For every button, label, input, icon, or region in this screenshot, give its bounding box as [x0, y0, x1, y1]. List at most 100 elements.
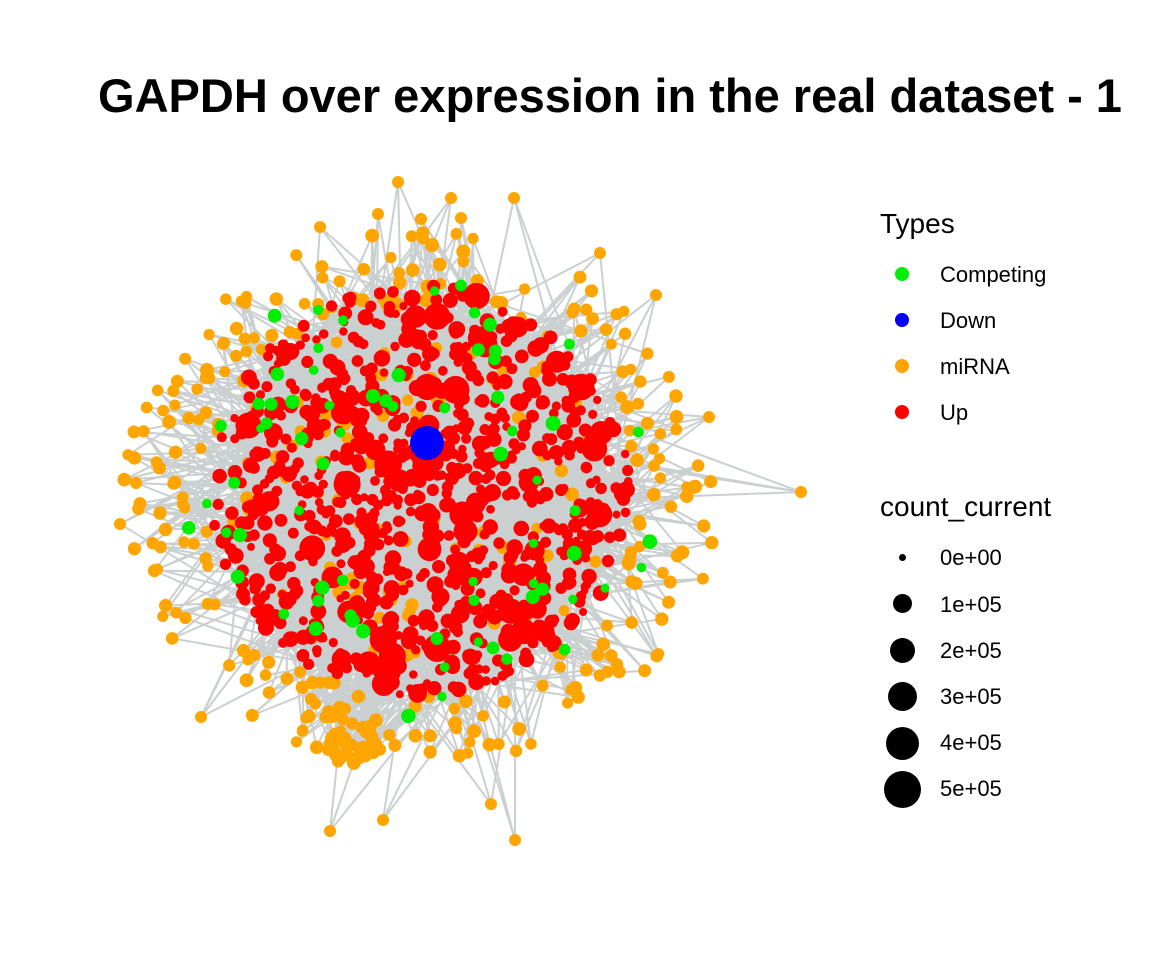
- node-comp: [493, 446, 509, 462]
- node-up: [352, 475, 361, 484]
- node-up: [527, 531, 539, 543]
- node-mirna: [158, 522, 173, 537]
- node-up: [595, 482, 607, 495]
- node-up: [509, 585, 520, 596]
- node-up: [343, 513, 355, 525]
- node-mirna: [178, 536, 190, 548]
- node-up: [212, 498, 224, 510]
- node-up: [420, 360, 431, 371]
- node-up: [409, 670, 418, 679]
- node-up: [610, 483, 620, 492]
- node-mirna: [622, 552, 637, 567]
- node-up: [407, 352, 422, 367]
- node-mirna: [497, 695, 511, 709]
- node-mirna: [662, 370, 675, 383]
- node-up: [572, 536, 581, 546]
- node-up: [401, 321, 416, 337]
- node-mirna: [154, 540, 167, 554]
- node-up: [492, 654, 505, 667]
- node-up: [350, 454, 365, 469]
- node-up: [407, 472, 418, 483]
- node-up: [616, 492, 631, 506]
- node-comp: [278, 608, 290, 620]
- node-comp: [313, 304, 324, 315]
- node-comp: [501, 653, 513, 665]
- node-mirna: [618, 327, 632, 340]
- node-up: [369, 626, 397, 654]
- node-up: [290, 384, 300, 395]
- node-up: [426, 483, 439, 497]
- node-mirna: [351, 689, 366, 704]
- node-up: [559, 483, 569, 493]
- node-up: [350, 437, 362, 450]
- node-up: [227, 465, 243, 480]
- node-up: [336, 594, 345, 603]
- node-mirna: [554, 661, 566, 673]
- node-mirna: [580, 303, 593, 316]
- node-up: [483, 425, 493, 436]
- node-up: [444, 575, 457, 588]
- node-mirna: [623, 424, 636, 437]
- node-mirna: [127, 425, 141, 439]
- node-mirna: [630, 453, 644, 467]
- node-up: [449, 342, 460, 353]
- node-mirna: [346, 717, 359, 730]
- size-key-0: [899, 554, 906, 561]
- node-up: [496, 407, 508, 419]
- node-mirna: [459, 694, 473, 708]
- node-up: [622, 464, 634, 477]
- node-up: [482, 519, 498, 535]
- node-up: [518, 468, 532, 483]
- node-mirna: [554, 464, 569, 478]
- node-mirna: [405, 230, 418, 243]
- node-up: [488, 560, 498, 571]
- node-up: [347, 331, 360, 344]
- node-mirna: [605, 338, 617, 350]
- node-up: [216, 432, 227, 443]
- node-mirna: [356, 740, 369, 754]
- node-up: [314, 498, 324, 507]
- node-mirna: [393, 267, 406, 279]
- node-up: [471, 510, 484, 523]
- node-mirna: [238, 332, 251, 345]
- size-label-0: 0e+00: [940, 545, 1002, 570]
- node-up: [486, 371, 499, 384]
- node-up: [387, 286, 399, 298]
- node-mirna: [795, 486, 807, 498]
- node-mirna: [586, 312, 599, 326]
- node-up: [269, 564, 287, 582]
- node-up: [373, 287, 386, 300]
- node-up: [347, 558, 356, 567]
- legend-key-down: [895, 313, 909, 327]
- node-mirna: [494, 296, 509, 310]
- node-mirna: [455, 212, 467, 224]
- node-comp: [379, 394, 393, 408]
- node-mirna: [423, 729, 437, 743]
- node-up: [527, 551, 536, 560]
- node-up: [473, 650, 483, 660]
- node-mirna: [369, 737, 383, 750]
- node-up: [276, 350, 292, 366]
- size-key-2: [890, 638, 915, 663]
- node-comp: [483, 317, 497, 332]
- node-up: [427, 681, 442, 696]
- node-mirna: [200, 525, 213, 538]
- node-up: [356, 507, 367, 518]
- node-mirna: [314, 221, 326, 233]
- node-up: [445, 639, 461, 655]
- node-mirna: [654, 428, 667, 440]
- node-comp: [308, 365, 319, 375]
- node-mirna: [255, 344, 267, 356]
- node-up: [566, 412, 582, 428]
- node-mirna: [140, 401, 153, 414]
- node-mirna: [688, 479, 702, 494]
- node-up: [435, 595, 447, 607]
- node-mirna: [638, 664, 652, 678]
- node-mirna: [217, 336, 231, 350]
- node-up: [548, 614, 560, 625]
- node-mirna: [457, 255, 470, 268]
- node-mirna: [482, 737, 497, 752]
- node-mirna: [697, 519, 711, 533]
- node-up: [364, 511, 378, 526]
- node-mirna: [179, 352, 192, 365]
